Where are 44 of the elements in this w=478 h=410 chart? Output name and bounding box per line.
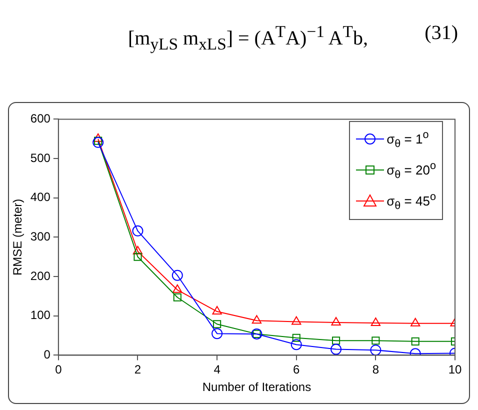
y-tick-label: 100 [30,308,51,322]
point [292,316,302,325]
point [213,320,222,328]
point [290,339,302,350]
y-tick-label: 200 [30,268,51,283]
point [172,284,182,293]
y-axis-title: RMSE (meter) [10,198,25,276]
x-tick-label: 2 [134,362,142,377]
x-tick-label: 6 [293,362,300,377]
point [332,336,340,345]
point [92,136,104,148]
legend-label: σ$_{θ}$ = 45$^{o}$ [386,190,436,214]
point [370,317,381,326]
point [173,293,182,302]
y-tick-label: 500 [30,150,51,165]
y-tick-label: 400 [30,190,51,204]
point [411,337,420,346]
x-axis-title: Number of Iterations [202,380,312,394]
legend-label: σ$_{θ}$ = 20$^{o}$ [386,158,436,183]
point [94,136,102,145]
point [172,270,183,281]
y-tick-label: 300 [30,230,51,244]
point [370,344,382,356]
text: [m$_{yLS}$ m$_{xLS}$] = (A$^{T}$A)$^{−1}$ A$^{T}$b, [128,22,368,54]
point [330,344,342,355]
x-tick-label: 10 [448,362,462,377]
point [132,246,143,254]
x-tick-label: 0 [55,362,62,377]
y-tick-label: 0 [44,348,51,362]
point [372,336,380,345]
point [212,328,223,340]
point [93,133,103,142]
point [252,315,262,324]
x-tick-label: 8 [372,362,380,377]
point [134,252,142,261]
point [212,306,222,315]
point [331,317,341,326]
y-tick-label: 600 [30,112,51,126]
legend-label: σ$_{θ}$ = 1$^{o}$ [386,128,429,152]
point [410,318,420,326]
point [132,225,144,236]
x-tick-label: 4 [214,362,221,377]
point [292,334,300,342]
text: (31) [424,22,458,45]
